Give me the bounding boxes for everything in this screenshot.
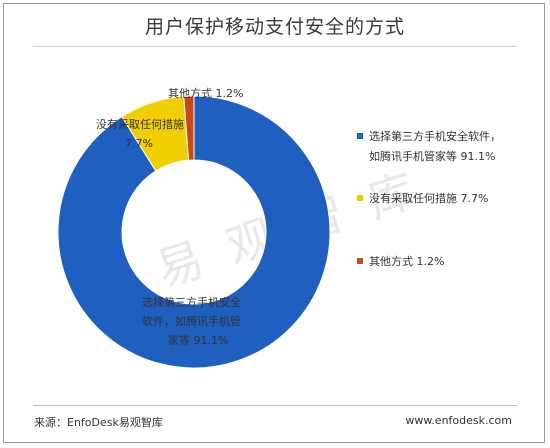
legend-swatch-yellow [357,195,363,201]
label-blue-line2: 软件，如腾讯手机管 [142,315,241,328]
legend-text-software-line1: 选择第三方手机安全软件， [369,130,501,143]
label-yellow-line2: 7.7% [125,137,153,150]
legend-swatch-red [357,258,363,264]
legend-text-other: 其他方式 1.2% [369,255,445,268]
label-red: 其他方式 1.2% [168,87,244,100]
legend-text-software-line2: 如腾讯手机管家等 91.1% [369,150,496,163]
slice-software [57,95,331,369]
legend-swatch-blue [357,133,363,139]
source-text: 来源：EnfoDesk易观智库 [34,416,163,429]
website-text: www.enfodesk.com [405,414,512,427]
legend-text-none: 没有采取任何措施 7.7% [369,192,489,205]
title-divider [33,46,517,47]
label-blue-line1: 选择第三方手机安全 [142,296,241,309]
slice-other [183,95,195,161]
chart-title: 用户保护移动支付安全的方式 [144,16,405,38]
footer-divider [33,405,517,406]
label-yellow-line1: 没有采取任何措施 [96,118,184,131]
label-blue-line3: 家等 91.1% [168,334,229,347]
